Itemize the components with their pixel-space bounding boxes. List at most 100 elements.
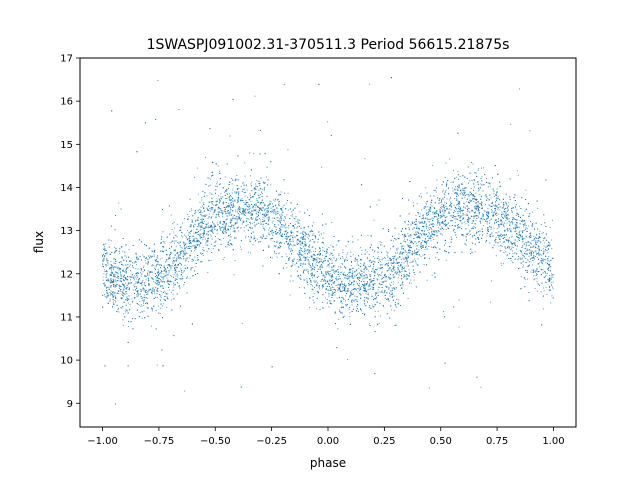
data-point [300,257,301,259]
data-point [522,219,524,221]
data-point [334,294,336,296]
data-point [158,312,160,314]
data-point [230,233,231,235]
data-point [224,210,226,212]
data-point [206,195,208,197]
data-point [153,256,155,258]
data-point [426,236,428,237]
data-point [128,249,130,250]
data-point [515,207,516,209]
data-point [117,280,119,282]
data-point [301,266,303,268]
data-point [315,280,317,282]
data-point [121,297,123,299]
data-point [148,279,150,281]
data-point [385,257,386,259]
data-point [407,263,408,265]
data-point [333,271,335,273]
data-point [243,202,245,203]
data-point [406,254,408,256]
data-point [421,248,422,249]
data-point [330,280,332,282]
data-point [339,273,341,275]
data-point [431,223,433,225]
data-point [370,278,372,280]
data-point [143,301,145,303]
data-point [528,215,530,217]
data-point [238,230,240,232]
data-point [399,262,401,263]
data-point [144,284,146,286]
data-point [427,230,429,231]
data-point [525,226,527,228]
data-point [126,291,128,293]
data-point [467,216,469,218]
data-point [454,189,456,191]
data-point [272,203,273,205]
data-point [542,239,544,241]
data-point [368,323,370,325]
data-point [435,212,437,214]
data-point [363,283,365,285]
data-point [405,241,407,243]
data-point [450,205,452,207]
data-point [380,291,382,293]
data-point [472,236,474,238]
data-point [182,250,184,252]
data-point [185,258,187,260]
data-point [195,211,197,213]
data-point [213,245,215,247]
data-point [243,227,245,228]
data-point [483,167,485,169]
data-point [456,204,458,206]
data-point [460,207,461,209]
data-point [402,283,403,285]
data-point [205,156,206,158]
data-point [275,253,277,255]
data-point [374,272,376,274]
data-point [271,222,273,224]
data-point [317,257,319,259]
data-point [157,305,159,307]
data-point [168,272,170,274]
data-point [356,263,358,265]
data-point [449,158,451,160]
data-point [374,251,375,253]
data-point [464,203,466,205]
data-point [432,213,434,215]
data-point [299,243,301,245]
data-point [518,258,520,260]
data-point [329,254,331,256]
data-point [267,213,269,215]
data-point [249,239,251,241]
data-point [143,265,145,267]
data-point [163,270,165,272]
data-point [142,254,144,256]
data-point [291,259,293,261]
data-point [145,279,147,281]
data-point [161,257,163,259]
data-point [331,260,333,262]
data-point [216,214,217,216]
data-point [122,250,124,252]
data-point [552,281,554,283]
data-point [412,241,413,243]
data-point [260,194,262,195]
data-point [369,274,371,276]
data-point [272,206,274,208]
data-point [546,294,548,296]
data-point [373,271,375,273]
data-point [451,236,452,238]
data-point [337,283,339,285]
data-point [124,286,126,287]
data-point [241,223,243,225]
data-point [491,211,493,213]
data-point [113,275,115,276]
data-point [139,288,141,290]
data-point [375,298,377,300]
data-point [161,285,163,287]
data-point [408,227,410,229]
data-point [445,189,447,191]
data-point [472,221,474,222]
data-point [257,213,259,215]
